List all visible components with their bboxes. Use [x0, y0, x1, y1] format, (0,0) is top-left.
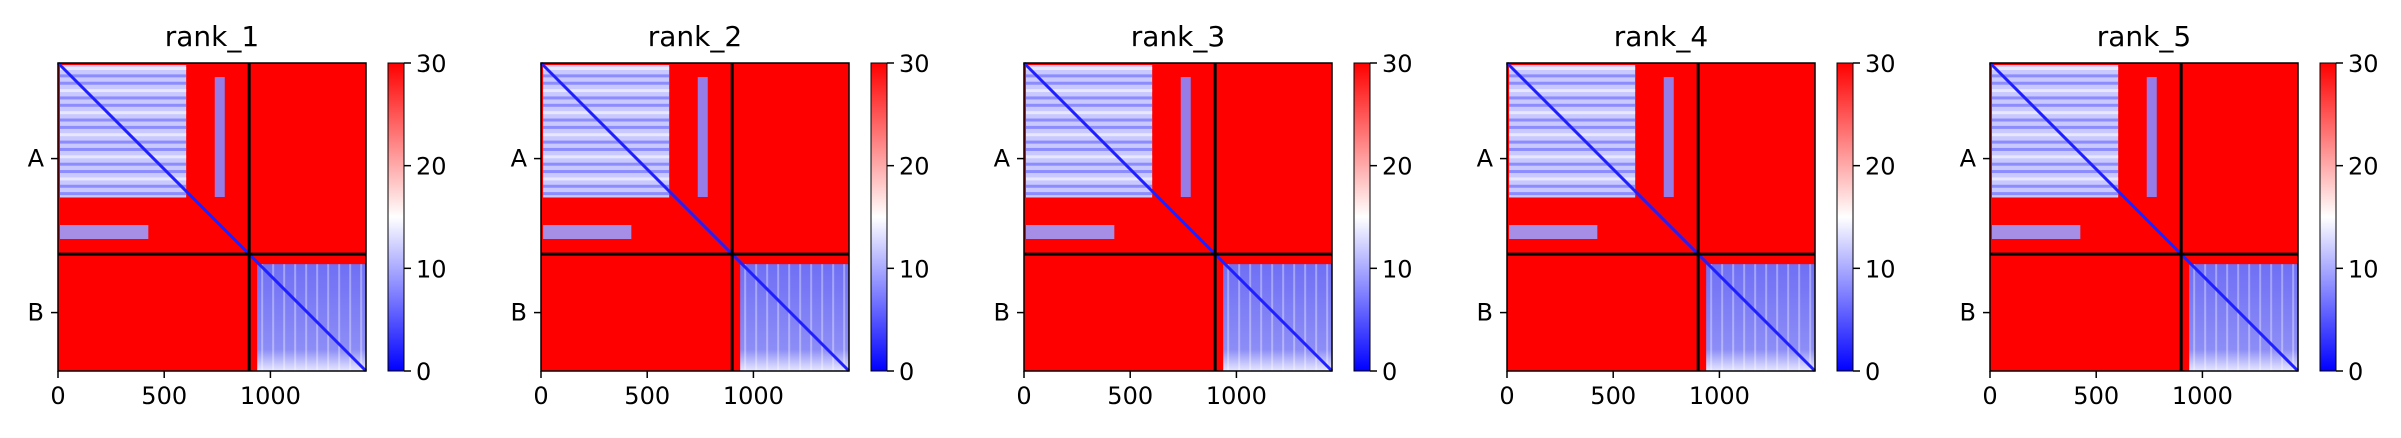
x-tick-label: 1000 — [723, 382, 784, 410]
x-tick-label: 500 — [1107, 382, 1153, 410]
colorbar — [387, 62, 405, 372]
colorbar-tick-label: 20 — [1382, 153, 1413, 181]
panel-rank_3: rank_3 0 500 1000 A B 0 10 20 30 — [966, 0, 1446, 438]
panel-rank_2: rank_2 0 500 1000 A B 0 10 20 30 — [483, 0, 963, 438]
colorbar — [1836, 62, 1854, 372]
colorbar-tick-label: 0 — [1865, 358, 1880, 386]
x-tick-label: 500 — [141, 382, 187, 410]
colorbar-tick-label: 10 — [1865, 255, 1896, 283]
colorbar-tick-label: 10 — [1382, 255, 1413, 283]
colorbar — [2319, 62, 2337, 372]
panel-rank_5: rank_5 0 500 1000 A B 0 10 20 30 — [1932, 0, 2401, 438]
colorbar-tick-label: 20 — [899, 153, 930, 181]
panel-title: rank_2 — [648, 20, 742, 53]
heatmap-svg: rank_4 0 500 1000 A B 0 10 20 30 — [1477, 20, 1896, 410]
colorbar-tick-label: 30 — [416, 50, 447, 78]
colorbar-tick-label: 30 — [1865, 50, 1896, 78]
colorbar-tick-label: 0 — [899, 358, 914, 386]
panel-title: rank_5 — [2097, 20, 2191, 53]
colorbar-tick-label: 30 — [899, 50, 930, 78]
y-chain-label: B — [1477, 299, 1493, 327]
panel-title: rank_3 — [1131, 20, 1225, 53]
x-tick-label: 500 — [1590, 382, 1636, 410]
x-tick-label: 500 — [624, 382, 670, 410]
heatmap-svg: rank_5 0 500 1000 A B 0 10 20 30 — [1960, 20, 2379, 410]
x-tick-label: 1000 — [1689, 382, 1750, 410]
heatmap-svg: rank_1 0 500 1000 A B 0 10 20 30 — [28, 20, 447, 410]
y-chain-label: A — [28, 145, 45, 173]
x-tick-label: 0 — [1499, 382, 1514, 410]
colorbar-tick-label: 10 — [416, 255, 447, 283]
x-tick-label: 0 — [50, 382, 65, 410]
panel-title: rank_4 — [1614, 20, 1708, 53]
colorbar-tick-label: 0 — [416, 358, 431, 386]
colorbar-tick-label: 20 — [416, 153, 447, 181]
colorbar — [870, 62, 888, 372]
colorbar-tick-label: 30 — [1382, 50, 1413, 78]
heatmap-svg: rank_3 0 500 1000 A B 0 10 20 30 — [994, 20, 1413, 410]
colorbar-tick-label: 10 — [899, 255, 930, 283]
x-tick-label: 0 — [1016, 382, 1031, 410]
panel-title: rank_1 — [165, 20, 259, 53]
colorbar-tick-label: 30 — [2348, 50, 2379, 78]
y-chain-label: B — [511, 299, 527, 327]
x-tick-label: 1000 — [1206, 382, 1267, 410]
colorbar — [1353, 62, 1371, 372]
colorbar-tick-label: 10 — [2348, 255, 2379, 283]
heatmap-svg: rank_2 0 500 1000 A B 0 10 20 30 — [511, 20, 930, 410]
y-chain-label: A — [994, 145, 1011, 173]
y-chain-label: B — [28, 299, 44, 327]
x-tick-label: 1000 — [240, 382, 301, 410]
y-chain-label: A — [1477, 145, 1494, 173]
colorbar-tick-label: 0 — [1382, 358, 1397, 386]
panel-rank_4: rank_4 0 500 1000 A B 0 10 20 30 — [1449, 0, 1929, 438]
y-chain-label: B — [994, 299, 1010, 327]
x-tick-label: 1000 — [2172, 382, 2233, 410]
y-chain-label: A — [511, 145, 528, 173]
colorbar-tick-label: 20 — [1865, 153, 1896, 181]
x-tick-label: 0 — [533, 382, 548, 410]
y-chain-label: B — [1960, 299, 1976, 327]
panel-rank_1: rank_1 0 500 1000 A B 0 10 20 30 — [0, 0, 480, 438]
colorbar-tick-label: 20 — [2348, 153, 2379, 181]
x-tick-label: 500 — [2073, 382, 2119, 410]
colorbar-tick-label: 0 — [2348, 358, 2363, 386]
y-chain-label: A — [1960, 145, 1977, 173]
x-tick-label: 0 — [1982, 382, 1997, 410]
